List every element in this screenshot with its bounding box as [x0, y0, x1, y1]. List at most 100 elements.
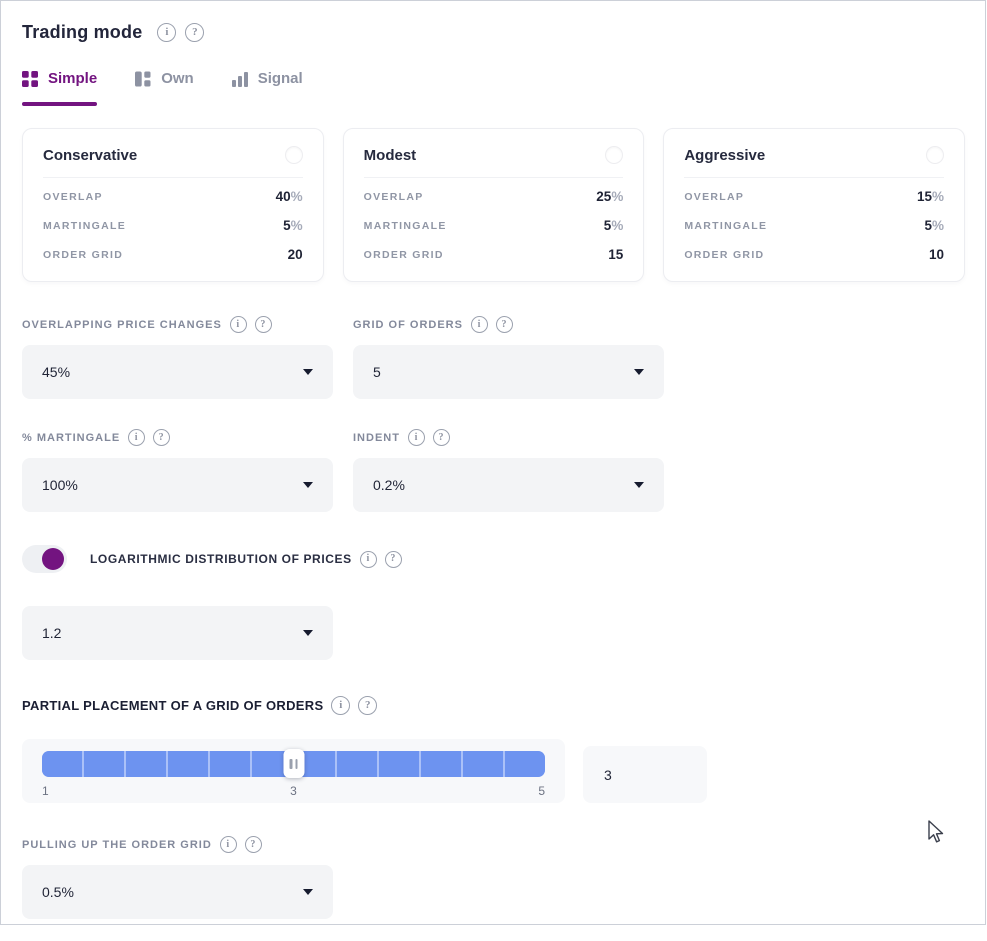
- partial-placement-slider[interactable]: 1 3 5: [22, 739, 565, 803]
- stat-number: 10: [928, 247, 944, 262]
- slider-segment: [126, 751, 167, 777]
- field-label-text: GRID OF ORDERS: [353, 318, 463, 331]
- selected-value: 100%: [42, 477, 78, 493]
- field-row-1: OVERLAPPING PRICE CHANGES i ? 45% GRID O…: [22, 316, 965, 399]
- field-pulling-up: PULLING UP THE ORDER GRID i ? 0.5%: [22, 836, 333, 919]
- stat-suffix: %: [931, 218, 944, 233]
- selected-value: 0.5%: [42, 884, 74, 900]
- log-coefficient-select[interactable]: 1.2: [22, 606, 333, 660]
- selected-value: 45%: [42, 364, 71, 380]
- info-icon[interactable]: i: [128, 429, 146, 446]
- preset-stat-row: MARTINGALE 5%: [684, 211, 944, 240]
- tab-own[interactable]: Own: [135, 70, 194, 106]
- chevron-down-icon: [303, 889, 313, 895]
- toggle-knob: [42, 548, 64, 570]
- help-icon[interactable]: ?: [244, 836, 262, 853]
- preset-radio[interactable]: [605, 146, 624, 164]
- field-label-text: % MARTINGALE: [22, 431, 121, 444]
- info-icon[interactable]: i: [407, 429, 425, 446]
- preset-card-conservative[interactable]: Conservative OVERLAP 40% MARTINGALE 5% O…: [22, 128, 324, 282]
- toggle-label-text: LOGARITHMIC DISTRIBUTION OF PRICES: [90, 552, 352, 566]
- field-indent: INDENT i ? 0.2%: [353, 429, 664, 512]
- chevron-down-icon: [634, 482, 644, 488]
- field-log-coefficient: 1.2: [22, 606, 333, 660]
- bar-chart-icon: [231, 71, 248, 87]
- partial-placement-value-input[interactable]: 3: [583, 746, 707, 803]
- scale-min-label: 1: [42, 784, 49, 798]
- info-icon[interactable]: i: [359, 550, 377, 568]
- help-icon[interactable]: ?: [432, 429, 450, 446]
- field-label-text: PULLING UP THE ORDER GRID: [22, 838, 212, 851]
- preset-radio[interactable]: [284, 146, 303, 164]
- divider: [43, 177, 303, 178]
- stat-value: 10: [929, 247, 944, 262]
- preset-stat-row: ORDER GRID 20: [43, 240, 303, 269]
- logarithmic-distribution-toggle[interactable]: [22, 545, 67, 573]
- page-title: Trading mode: [22, 22, 143, 42]
- help-icon[interactable]: ?: [185, 23, 205, 42]
- indent-select[interactable]: 0.2%: [353, 458, 664, 512]
- field-row-2: % MARTINGALE i ? 100% INDENT i ? 0.2%: [22, 429, 965, 512]
- stat-value: 15%: [917, 189, 944, 204]
- grid-of-orders-select[interactable]: 5: [353, 345, 664, 399]
- chevron-down-icon: [303, 369, 313, 375]
- preset-stat-row: OVERLAP 15%: [684, 182, 944, 211]
- stat-value: 40%: [276, 189, 303, 204]
- tab-simple[interactable]: Simple: [22, 70, 98, 106]
- stat-number: 20: [287, 247, 303, 262]
- slider-segment: [168, 751, 209, 777]
- slider-track[interactable]: [42, 749, 545, 779]
- toggle-label: LOGARITHMIC DISTRIBUTION OF PRICES i ?: [90, 550, 402, 568]
- card-header: Conservative: [43, 146, 303, 164]
- slider-segment: [378, 751, 419, 777]
- overlapping-price-changes-select[interactable]: 45%: [22, 345, 333, 399]
- pulling-up-select[interactable]: 0.5%: [22, 865, 333, 919]
- help-icon[interactable]: ?: [358, 696, 378, 715]
- chevron-down-icon: [634, 369, 644, 375]
- stat-value: 5%: [604, 218, 624, 233]
- stat-value: 15: [608, 247, 623, 262]
- preset-stat-row: OVERLAP 25%: [364, 182, 624, 211]
- stat-label: OVERLAP: [363, 190, 424, 203]
- stat-number: 5: [603, 218, 612, 233]
- help-icon[interactable]: ?: [384, 550, 402, 568]
- stat-value: 5%: [924, 218, 944, 233]
- info-icon[interactable]: i: [157, 23, 177, 42]
- field-label: PULLING UP THE ORDER GRID i ?: [22, 836, 333, 853]
- info-icon[interactable]: i: [229, 316, 247, 333]
- help-icon[interactable]: ?: [254, 316, 272, 333]
- stat-suffix: %: [290, 189, 303, 204]
- field-label: OVERLAPPING PRICE CHANGES i ?: [22, 316, 333, 333]
- field-label-text: INDENT: [353, 431, 400, 444]
- stat-label: MARTINGALE: [684, 219, 768, 232]
- field-overlapping-price-changes: OVERLAPPING PRICE CHANGES i ? 45%: [22, 316, 333, 399]
- selected-value: 1.2: [42, 625, 62, 641]
- partial-placement-heading: PARTIAL PLACEMENT OF A GRID OF ORDERS i …: [22, 696, 965, 715]
- preset-card-modest[interactable]: Modest OVERLAP 25% MARTINGALE 5% ORDER G…: [342, 128, 645, 282]
- stat-suffix: %: [290, 218, 303, 233]
- preset-stat-row: ORDER GRID 10: [684, 240, 944, 269]
- stat-value: 20: [288, 247, 303, 262]
- partial-placement-value: 3: [604, 766, 612, 783]
- field-label: % MARTINGALE i ?: [22, 429, 333, 446]
- slider-handle[interactable]: [283, 749, 304, 778]
- martingale-select[interactable]: 100%: [22, 458, 333, 512]
- slider-scale: 1 3 5: [42, 784, 545, 798]
- selected-value: 0.2%: [373, 477, 405, 493]
- help-icon[interactable]: ?: [495, 316, 513, 333]
- stat-number: 15: [608, 247, 624, 262]
- info-icon[interactable]: i: [219, 836, 237, 853]
- chevron-down-icon: [303, 482, 313, 488]
- info-icon[interactable]: i: [331, 696, 351, 715]
- tab-label: Simple: [48, 70, 98, 87]
- tab-signal[interactable]: Signal: [231, 70, 303, 106]
- info-icon[interactable]: i: [470, 316, 488, 333]
- help-icon[interactable]: ?: [153, 429, 171, 446]
- stat-label: OVERLAP: [684, 190, 745, 203]
- field-label: INDENT i ?: [353, 429, 664, 446]
- stat-value: 5%: [283, 218, 303, 233]
- preset-radio[interactable]: [925, 146, 944, 164]
- slider-segment: [504, 751, 545, 777]
- divider: [363, 177, 624, 178]
- preset-card-aggressive[interactable]: Aggressive OVERLAP 15% MARTINGALE 5% ORD…: [663, 128, 965, 282]
